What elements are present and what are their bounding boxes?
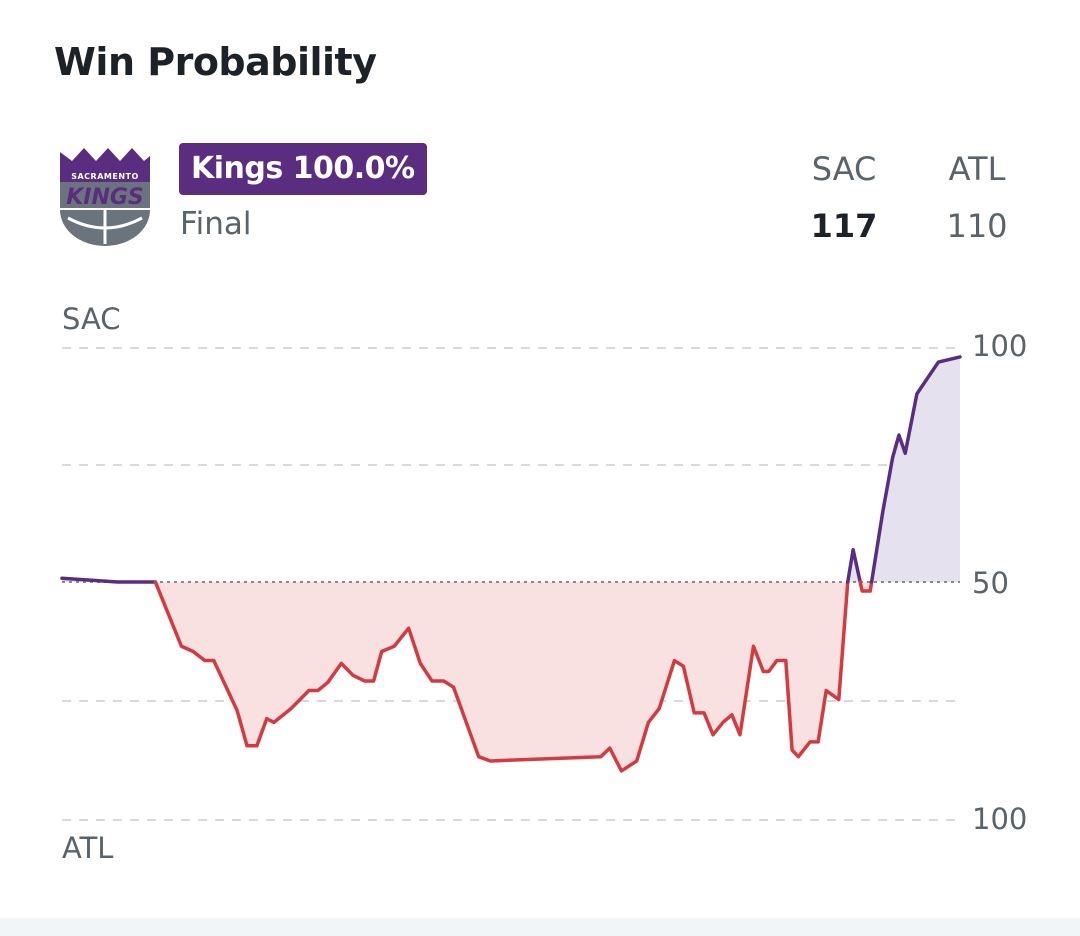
- away-area-fill: [62, 582, 960, 771]
- away-probability-line-3: [858, 580, 874, 593]
- footer-bar: [0, 918, 1080, 936]
- y-tick-label-middle: 50: [972, 566, 1009, 600]
- win-probability-badge: Kings 100.0%: [179, 143, 427, 195]
- away-team-score: 110: [946, 207, 1008, 245]
- page-title: Win Probability: [54, 40, 377, 84]
- svg-text:KINGS: KINGS: [66, 185, 144, 210]
- axis-top-team-label: SAC: [62, 302, 121, 336]
- home-probability-line-4: [869, 355, 962, 584]
- home-area-fill: [62, 356, 960, 582]
- axis-bottom-team-label: ATL: [62, 831, 114, 865]
- game-status: Final: [180, 206, 252, 242]
- y-tick-label-top: 100: [972, 329, 1028, 363]
- svg-text:SACRAMENTO: SACRAMENTO: [71, 172, 139, 181]
- home-probability-line-0: [60, 576, 158, 584]
- away-probability-line-1: [153, 580, 850, 773]
- away-team-abbr: ATL: [948, 150, 1006, 188]
- sacramento-kings-logo-icon: SACRAMENTO KINGS: [60, 148, 150, 246]
- home-team-abbr: SAC: [811, 150, 877, 188]
- home-probability-line-2: [846, 547, 862, 584]
- win-probability-chart: [60, 347, 962, 821]
- home-team-score: 117: [810, 207, 878, 245]
- y-tick-label-bottom: 100: [972, 802, 1028, 836]
